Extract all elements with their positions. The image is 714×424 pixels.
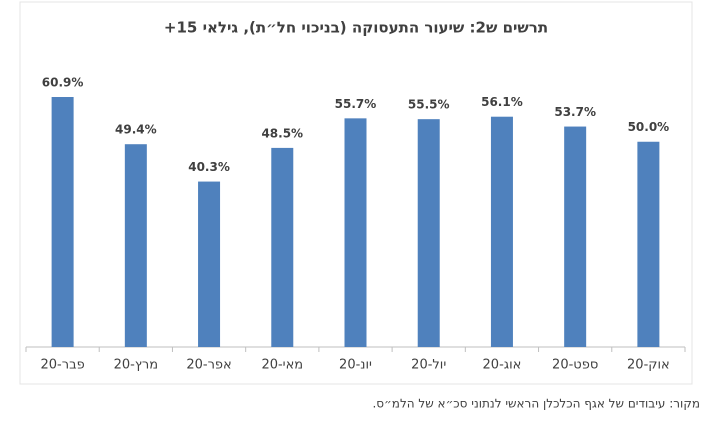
source-note: מקור: עיבודים של אגף הכלכלן הראשי לנתוני… <box>372 397 700 411</box>
bar <box>637 141 660 347</box>
bar <box>51 97 74 347</box>
x-tick-label: אוג-20 <box>483 358 522 373</box>
bar <box>198 181 221 347</box>
bar <box>124 144 147 347</box>
value-label: 40.3% <box>188 160 230 174</box>
value-label: 50.0% <box>628 120 670 134</box>
x-tick-label: אוק-20 <box>627 358 670 373</box>
bar <box>271 147 294 347</box>
bar <box>490 116 513 347</box>
bar <box>417 119 440 348</box>
chart-title: תרשים ש2: שיעור התעסוקה (בניכוי חל״ת), ג… <box>164 19 548 37</box>
bar <box>344 118 367 347</box>
value-label: 53.7% <box>554 105 596 119</box>
value-label: 56.1% <box>481 95 523 109</box>
x-tick-label: יול-20 <box>411 358 446 373</box>
value-label: 49.4% <box>115 123 157 137</box>
x-tick-label: יונ-20 <box>339 358 372 373</box>
value-label: 55.5% <box>408 98 450 112</box>
value-label: 55.7% <box>335 97 377 111</box>
value-label: 60.9% <box>42 76 84 90</box>
x-tick-label: אפר-20 <box>186 358 231 373</box>
x-tick-label: מרץ-20 <box>114 358 158 373</box>
x-tick-label: פבר-20 <box>41 358 85 373</box>
x-tick-label: ספט-20 <box>552 358 598 373</box>
bar <box>564 126 587 348</box>
value-label: 48.5% <box>261 126 303 140</box>
x-tick-label: מאי-20 <box>261 358 303 373</box>
